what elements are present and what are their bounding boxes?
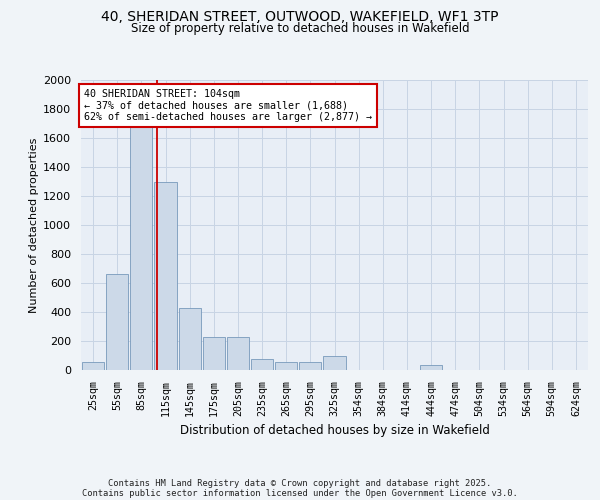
Bar [323,356,346,370]
Text: Size of property relative to detached houses in Wakefield: Size of property relative to detached ho… [131,22,469,35]
Bar [227,336,249,370]
Bar [420,365,442,370]
Bar [203,336,225,370]
Text: 40, SHERIDAN STREET, OUTWOOD, WAKEFIELD, WF1 3TP: 40, SHERIDAN STREET, OUTWOOD, WAKEFIELD,… [101,10,499,24]
Bar [154,182,176,370]
X-axis label: Distribution of detached houses by size in Wakefield: Distribution of detached houses by size … [179,424,490,437]
Bar [299,362,322,370]
Text: Contains public sector information licensed under the Open Government Licence v3: Contains public sector information licen… [82,488,518,498]
Bar [251,359,273,370]
Bar [82,362,104,370]
Bar [106,274,128,370]
Bar [179,308,201,370]
Y-axis label: Number of detached properties: Number of detached properties [29,138,39,312]
Text: 40 SHERIDAN STREET: 104sqm
← 37% of detached houses are smaller (1,688)
62% of s: 40 SHERIDAN STREET: 104sqm ← 37% of deta… [83,88,371,122]
Bar [130,124,152,370]
Text: Contains HM Land Registry data © Crown copyright and database right 2025.: Contains HM Land Registry data © Crown c… [109,478,491,488]
Bar [275,362,298,370]
